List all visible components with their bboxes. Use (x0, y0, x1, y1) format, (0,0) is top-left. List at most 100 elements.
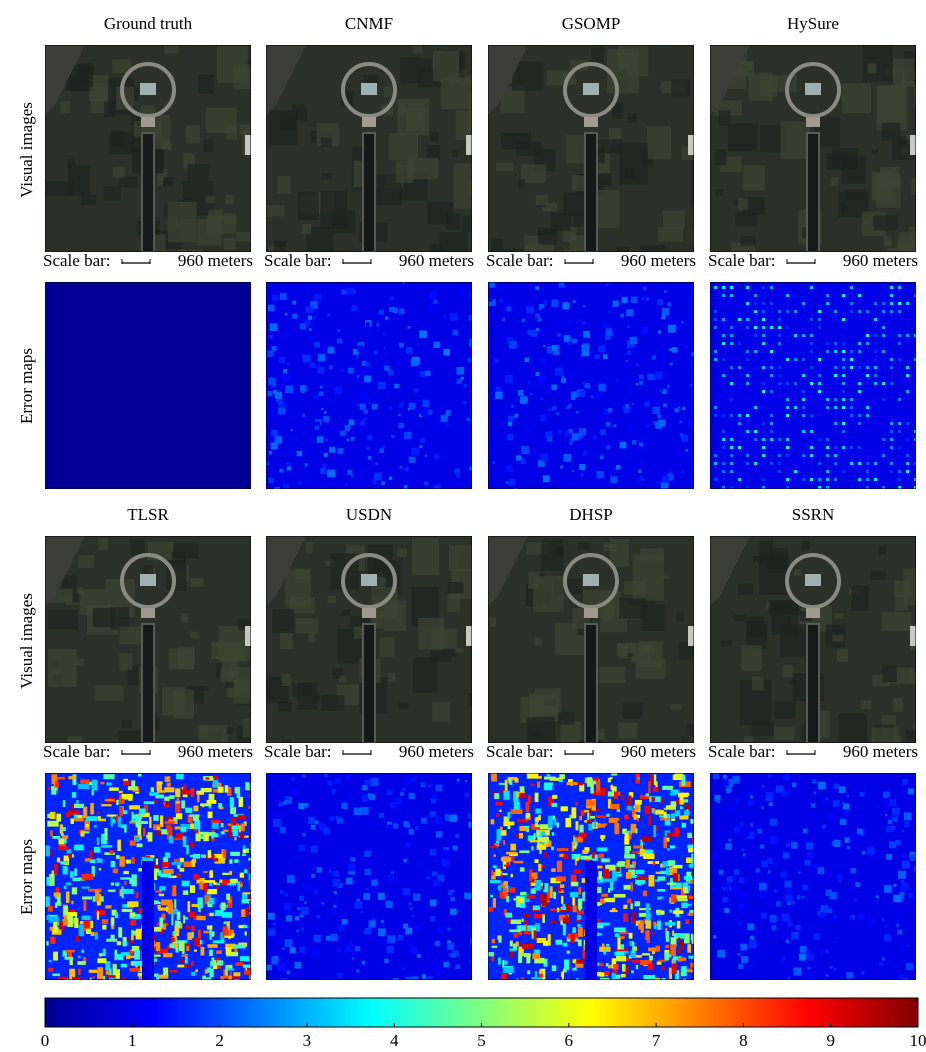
error-edge (111, 817, 113, 827)
error-edge (524, 913, 530, 917)
error-speck (496, 387, 502, 393)
error-edge (614, 791, 618, 799)
error-edge (669, 968, 672, 979)
error-speck (443, 349, 450, 356)
method-title: HySure (787, 14, 839, 33)
scale-bar-length: 960 meters (178, 251, 253, 270)
error-edge (148, 832, 153, 841)
error-edge (50, 831, 53, 837)
error-edge (612, 908, 616, 910)
terrain (321, 138, 332, 148)
error-speck (314, 342, 320, 348)
error-bg (710, 282, 916, 489)
error-speck (641, 297, 644, 300)
error-speck (372, 404, 378, 410)
error-edge (627, 795, 631, 805)
error-speck (415, 319, 420, 324)
error-speck (854, 834, 860, 840)
error-speck (750, 936, 754, 940)
error-edge (638, 923, 643, 930)
terrain (397, 99, 429, 135)
error-speck (682, 407, 685, 410)
colorbar-tick-label: 3 (303, 1031, 312, 1050)
error-speck (331, 909, 336, 914)
terrain (198, 75, 214, 94)
terrain (224, 238, 236, 249)
error-speck (806, 956, 810, 960)
terrain (379, 637, 394, 657)
error-speck (309, 328, 312, 331)
building (245, 626, 251, 646)
error-speck (354, 901, 362, 909)
error-speck (399, 308, 405, 314)
error-edge (121, 978, 126, 980)
error-speck (489, 298, 493, 302)
error-edge (527, 774, 538, 779)
error-speck (506, 306, 511, 311)
error-edge (667, 848, 670, 851)
error-speck (431, 799, 436, 804)
error-edge (143, 828, 145, 836)
error-speck (387, 790, 393, 796)
error-speck (819, 912, 825, 918)
error-speck (370, 806, 372, 808)
error-dot (802, 334, 805, 337)
error-speck (409, 457, 415, 463)
error-speck (492, 461, 495, 464)
error-speck (908, 893, 913, 898)
error-speck (594, 335, 597, 338)
error-edge (225, 785, 229, 793)
error-edge (165, 776, 171, 782)
error-speck (415, 826, 419, 830)
error-speck (452, 906, 455, 909)
terrain (837, 649, 848, 662)
terrain (579, 740, 604, 763)
error-edge (183, 836, 187, 847)
error-edge (97, 812, 99, 814)
error-speck (581, 474, 584, 477)
error-speck (435, 941, 440, 946)
error-speck (466, 418, 469, 421)
error-edge (67, 915, 73, 927)
terrain (448, 582, 464, 594)
error-speck (551, 300, 558, 307)
error-edge (111, 861, 115, 868)
error-edge (678, 938, 680, 942)
error-edge (164, 787, 174, 792)
error-speck (278, 407, 285, 414)
error-edge (614, 952, 624, 956)
error-speck (663, 404, 666, 407)
error-speck (384, 366, 389, 371)
error-speck (760, 892, 766, 898)
error-speck (420, 438, 425, 443)
error-dot (786, 310, 789, 313)
error-speck (768, 871, 771, 874)
error-dot (786, 414, 789, 417)
error-dot (818, 374, 821, 377)
error-edge (82, 896, 92, 899)
error-edge (176, 801, 181, 804)
terrain (783, 665, 793, 677)
error-speck (416, 926, 421, 931)
error-speck (337, 329, 340, 332)
error-dot (882, 454, 885, 457)
error-speck (656, 481, 660, 485)
error-speck (390, 296, 394, 300)
error-speck (302, 833, 306, 837)
error-speck (541, 397, 544, 400)
error-edge (245, 782, 249, 790)
error-edge (237, 787, 241, 798)
error-dot (866, 462, 869, 465)
error-dot (778, 374, 781, 377)
error-speck (365, 362, 370, 367)
error-speck (433, 960, 438, 965)
error-edge (542, 895, 547, 906)
error-speck (540, 358, 546, 364)
error-edge (662, 861, 667, 867)
error-speck (379, 310, 384, 315)
terrain (647, 126, 671, 159)
error-edge (237, 881, 240, 891)
error-speck (884, 885, 892, 893)
error-dot (762, 326, 765, 329)
error-edge (683, 979, 686, 990)
